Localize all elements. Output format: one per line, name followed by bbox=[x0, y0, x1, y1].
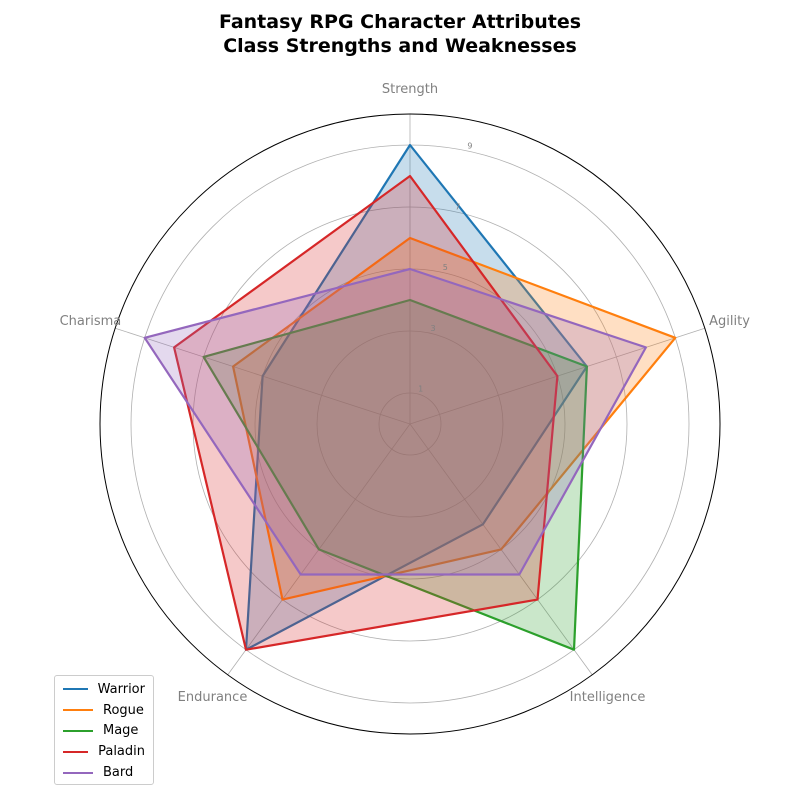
polar-frame bbox=[99, 113, 721, 735]
legend: Warrior Rogue Mage Paladin Bard bbox=[54, 675, 154, 785]
legend-swatch bbox=[63, 750, 89, 753]
series-line-mage bbox=[202, 298, 589, 651]
series-area-paladin bbox=[174, 176, 558, 650]
series-line-paladin bbox=[173, 174, 559, 651]
legend-label: Warrior bbox=[97, 681, 145, 697]
legend-swatch bbox=[63, 771, 93, 774]
legend-label: Bard bbox=[103, 765, 134, 781]
legend-label: Rogue bbox=[103, 702, 144, 718]
series-line-bard bbox=[143, 267, 648, 576]
series-area-mage bbox=[203, 300, 587, 650]
chart-title: Fantasy RPG Character Attributes Class S… bbox=[0, 10, 800, 58]
series-line-warrior bbox=[244, 143, 589, 651]
series-area-bard bbox=[144, 269, 646, 575]
legend-item-mage: Mage bbox=[63, 721, 145, 742]
axis-label-strength: Strength bbox=[382, 82, 438, 97]
radar-series bbox=[143, 143, 677, 651]
radar-labels: 1 3 5 7 9 Strength Agility Intelligence Enduranc… bbox=[60, 82, 751, 705]
legend-item-rogue: Rogue bbox=[63, 700, 145, 721]
chart-title-line-1: Fantasy RPG Character Attributes bbox=[218, 11, 582, 33]
chart-title-line-2: Class Strengths and Weaknesses bbox=[223, 35, 577, 57]
axis-label-endurance: Endurance bbox=[178, 690, 248, 705]
axis-label-agility: Agility bbox=[709, 314, 750, 329]
radial-tick-label: 3 bbox=[430, 324, 435, 333]
radial-tick-label: 1 bbox=[418, 385, 423, 394]
series-area-rogue bbox=[233, 238, 676, 600]
legend-item-bard: Bard bbox=[63, 762, 145, 783]
radial-tick-label: 5 bbox=[443, 263, 448, 272]
legend-label: Mage bbox=[103, 723, 139, 739]
radial-tick-label: 7 bbox=[455, 202, 460, 211]
axis-label-intelligence: Intelligence bbox=[570, 690, 646, 705]
axis-label-charisma: Charisma bbox=[60, 314, 122, 329]
series-area-warrior bbox=[246, 145, 587, 650]
legend-label: Paladin bbox=[98, 744, 145, 760]
legend-item-paladin: Paladin bbox=[63, 741, 145, 762]
legend-swatch bbox=[63, 688, 88, 691]
legend-swatch bbox=[63, 729, 93, 732]
legend-swatch bbox=[63, 709, 93, 712]
radial-tick-label: 9 bbox=[467, 142, 472, 151]
legend-item-warrior: Warrior bbox=[63, 679, 145, 700]
